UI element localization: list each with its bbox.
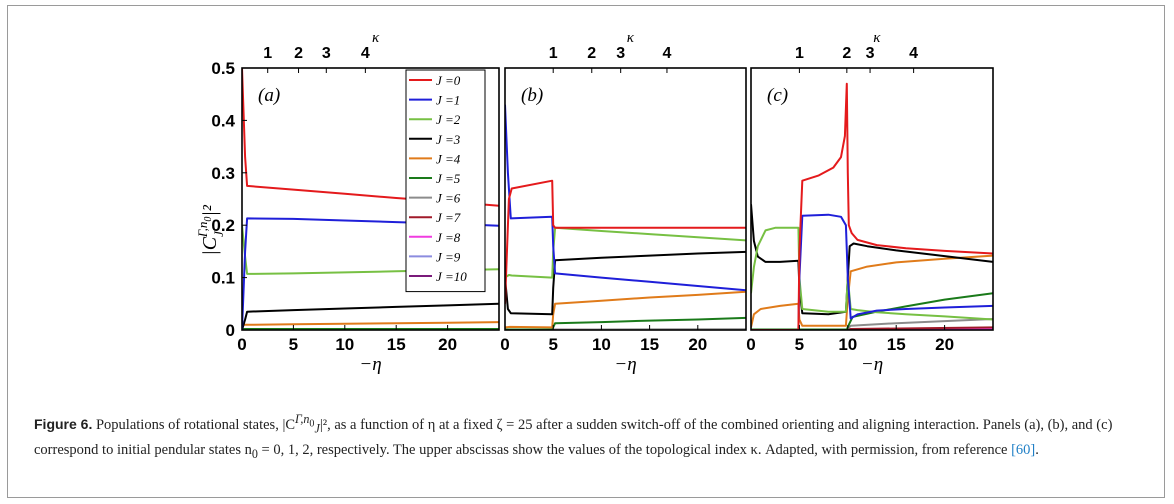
series-line-J5	[751, 292, 993, 330]
top-tick-label: 2	[587, 45, 596, 62]
y-tick-label: 0.2	[211, 216, 235, 235]
x-tick-label: 10	[838, 335, 857, 354]
series-line-J2	[751, 226, 993, 321]
y-axis-label-part: J	[211, 230, 226, 237]
caption-label: Figure 6.	[34, 415, 93, 432]
axes-box	[750, 67, 994, 331]
x-axis-label: −η	[359, 354, 381, 375]
panel-label: (b)	[521, 85, 543, 106]
x-tick-label: 20	[688, 335, 707, 354]
legend-box	[405, 69, 486, 293]
x-tick-label: 20	[935, 335, 954, 354]
series-lines	[505, 104, 746, 330]
x-tick-label: 0	[237, 335, 246, 354]
legend: J =0 J =1 J =2 J =3 J =4 J =5 J =6 J =7 J =8 J =9…	[405, 69, 486, 293]
series-line-J2	[505, 226, 746, 279]
y-tick-label: 0	[226, 321, 235, 340]
series-line-J4	[505, 290, 746, 329]
panel-label: (a)	[258, 85, 280, 106]
legend-entry: J =9	[436, 249, 461, 264]
axes-box	[241, 67, 500, 331]
top-axis-label: κ	[873, 30, 881, 46]
legend-entry: J =4	[436, 151, 461, 166]
y-axis-label-part: Γ,n	[195, 222, 210, 238]
x-tick-label: 15	[640, 335, 659, 354]
top-tick-label: 4	[361, 45, 370, 62]
top-tick-label: 1	[795, 45, 804, 62]
x-tick-label: 5	[289, 335, 298, 354]
x-tick-label: 20	[438, 335, 457, 354]
legend-entry: J =6	[436, 191, 461, 206]
top-tick-label: 2	[294, 45, 303, 62]
legend-entry: J =10	[436, 269, 467, 284]
legend-entry: J =2	[436, 112, 461, 127]
series-line-J3	[751, 204, 993, 316]
x-tick-label: 15	[387, 335, 406, 354]
caption-sup: Γ,n	[295, 412, 310, 426]
y-tick-label: 0.4	[211, 111, 235, 130]
series-line-J3	[505, 250, 746, 316]
y-axis-label: |CJΓ,n0|²	[195, 204, 226, 256]
top-tick-label: 1	[263, 45, 272, 62]
y-axis-label-part: |C	[199, 236, 221, 255]
top-axis-label: κ	[627, 30, 635, 46]
series-lines	[751, 82, 993, 330]
top-tick-label: 2	[842, 45, 851, 62]
caption-part3: = 0, 1, 2, respectively. The upper absci…	[257, 441, 1012, 458]
caption-part1: Populations of rotational states, |C	[95, 416, 296, 433]
top-tick-label: 1	[549, 45, 558, 62]
top-tick-label: 3	[616, 45, 625, 62]
legend-entry: J =5	[436, 171, 461, 186]
top-tick-label: 4	[909, 45, 918, 62]
figure-frame: 0 5 10 15 20 1 2 3 4 κ 0 0.1 0.2 0.3 0.4 0.5 (a) −η J =0 J …	[7, 5, 1165, 498]
panel-b: 0 5 10 15 20 1 2 3 4 κ (b) −η	[500, 30, 747, 375]
x-tick-label: 5	[548, 335, 557, 354]
legend-entry: J =0	[436, 73, 461, 88]
y-tick-label: 0.5	[211, 59, 235, 78]
x-tick-label: 0	[500, 335, 509, 354]
caption-sup-sub: 0	[309, 418, 315, 430]
x-tick-label: 10	[592, 335, 611, 354]
x-tick-label: 10	[335, 335, 354, 354]
series-line-J0	[505, 179, 746, 304]
figure-caption: Figure 6. Populations of rotational stat…	[34, 409, 1154, 465]
panel-label: (c)	[767, 85, 788, 106]
series-line-J0	[751, 82, 993, 330]
top-tick-label: 3	[322, 45, 331, 62]
top-tick-label: 3	[866, 45, 875, 62]
x-tick-label: 5	[795, 335, 804, 354]
caption-reference-link[interactable]: [60]	[1011, 441, 1036, 458]
series-line-J4	[751, 254, 993, 328]
series-line-J1	[505, 104, 746, 292]
y-axis-label-part: |²	[199, 204, 221, 216]
caption-n0-sub: 0	[251, 446, 258, 461]
series-line-J3	[242, 302, 499, 330]
series-line-J4	[242, 321, 499, 326]
x-tick-label: 15	[887, 335, 906, 354]
panel-c: 0 5 10 15 20 1 2 3 4 κ (c) −η	[746, 30, 994, 375]
legend-entry: J =3	[436, 132, 461, 147]
legend-entry: J =7	[436, 210, 461, 225]
caption-sub: J	[314, 421, 320, 436]
x-tick-label: 0	[746, 335, 755, 354]
caption-end: .	[1035, 441, 1039, 458]
y-tick-label: 0.3	[211, 164, 235, 183]
caption-part2: |², as a function of η at a fixed ζ = 25…	[34, 416, 1113, 458]
y-tick-label: 0.1	[211, 269, 235, 288]
x-axis-label: −η	[614, 354, 636, 375]
axes-box	[504, 67, 747, 331]
legend-entry: J =1	[436, 93, 460, 108]
y-axis-label-part: 0	[203, 217, 214, 222]
x-axis-label: −η	[861, 354, 883, 375]
legend-entry: J =8	[436, 230, 461, 245]
top-tick-label: 4	[662, 45, 671, 62]
top-axis-label: κ	[372, 30, 380, 46]
